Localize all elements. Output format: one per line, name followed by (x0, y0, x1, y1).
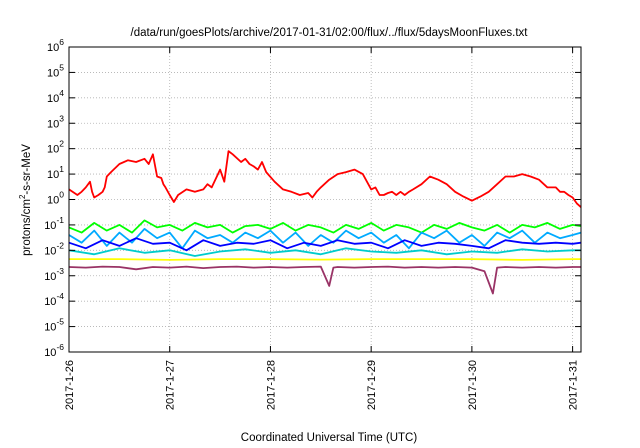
x-tick-label: 2017-1-30 (467, 360, 479, 410)
y-tick-label: 104 (47, 88, 64, 105)
y-axis-label: protons/cm2-s-sr-MeV (18, 144, 33, 256)
y-axis-label-base: protons/cm (21, 199, 33, 256)
y-tick-label: 102 (47, 139, 64, 156)
y-tick-label: 106 (47, 37, 64, 54)
x-tick-label: 2017-1-26 (64, 360, 76, 410)
x-tick-label: 2017-1-28 (265, 360, 277, 410)
x-tick-label: 2017-1-29 (366, 360, 378, 410)
x-tick-label: 2017-1-27 (165, 360, 177, 410)
y-tick-label: 10-5 (44, 317, 64, 334)
series-line (69, 258, 581, 261)
y-tick-label: 10-6 (44, 342, 64, 359)
y-axis-ticks: 10-6 10-5 10-4 10-3 10-2 10-1 100 101 102 103 104 1… (44, 37, 581, 359)
y-tick-label: 10-2 (44, 240, 64, 257)
x-axis-ticks: 2017-1-26 2017-1-27 2017-1-28 2017-1-29 2017… (64, 47, 580, 410)
grid-lines (68, 47, 581, 352)
y-tick-label: 10-4 (44, 291, 64, 308)
series-line (68, 265, 581, 295)
chart-title: /data/run/goesPlots/archive/2017-01-31/0… (131, 27, 529, 39)
series-line (68, 150, 582, 208)
y-axis-label-rest: -s-sr-MeV (21, 144, 33, 195)
series-line (68, 237, 582, 252)
series-line (68, 247, 581, 257)
y-tick-label: 105 (47, 62, 64, 79)
y-tick-label: 10-3 (44, 266, 64, 283)
y-tick-label: 101 (47, 164, 64, 181)
y-tick-label: 103 (47, 113, 64, 130)
y-axis-label-superscript: 2 (18, 194, 27, 199)
y-tick-label: 10-1 (44, 215, 64, 232)
x-tick-label: 2017-1-31 (568, 360, 580, 410)
series-line (68, 219, 582, 234)
x-axis-label: Coordinated Universal Time (UTC) (241, 432, 418, 444)
data-series (68, 150, 582, 295)
y-tick-label: 100 (47, 190, 64, 207)
series-line (68, 227, 582, 250)
